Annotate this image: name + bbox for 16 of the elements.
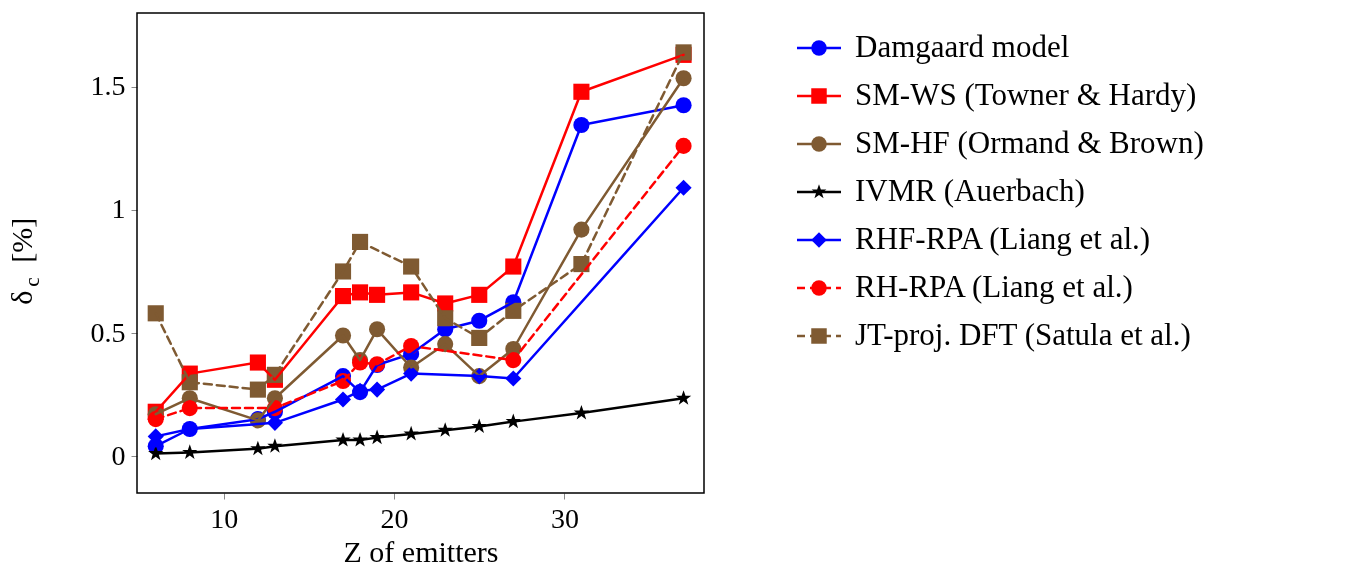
legend-label: Damgaard model: [855, 29, 1070, 64]
legend-label: RH-RPA (Liang et al.): [855, 269, 1133, 304]
y-tick-label: 1.5: [90, 70, 126, 102]
legend-label: SM-HF (Ormand & Brown): [855, 125, 1204, 160]
y-tick-label: 1: [111, 193, 126, 225]
y-tick-label: 0: [111, 439, 126, 471]
legend-label: IVMR (Auerbach): [855, 173, 1085, 208]
y-axis-title: δc [%]: [5, 217, 44, 305]
x-tick-label: 10: [210, 502, 239, 534]
y-tick-label: 0.5: [90, 316, 126, 348]
legend-label: SM-WS (Towner & Hardy): [855, 77, 1197, 112]
legend-label: RHF-RPA (Liang et al.): [855, 221, 1151, 256]
legend-label: JT-proj. DFT (Satula et al.): [855, 317, 1191, 352]
x-tick-label: 30: [550, 502, 579, 534]
x-tick-label: 20: [380, 502, 409, 534]
x-axis-title: Z of emitters: [343, 534, 499, 568]
